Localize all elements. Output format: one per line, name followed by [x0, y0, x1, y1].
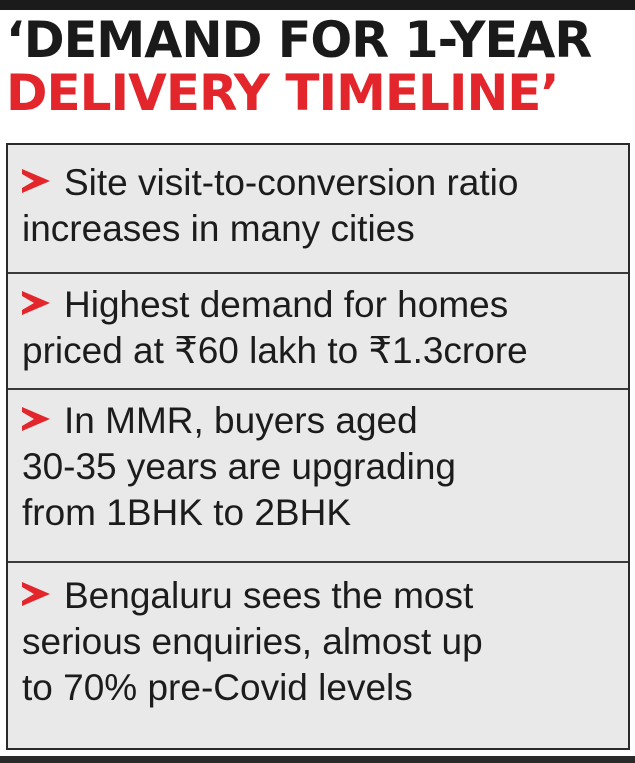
point-1-line-1: Site visit-to-conversion ratio	[22, 160, 628, 206]
point-4-line-2: serious enquiries, almost up	[22, 621, 483, 662]
point-1: Site visit-to-conversion ratio increases…	[8, 160, 628, 252]
headline-line-1: ‘DEMAND FOR 1-YEAR	[6, 11, 592, 69]
point-3-line-2: 30-35 years are upgrading	[22, 446, 457, 487]
point-4: Bengaluru sees the most serious enquirie…	[8, 573, 628, 711]
point-2-line-1: Highest demand for homes	[22, 282, 628, 328]
arrow-bullet-icon	[22, 169, 50, 194]
divider	[8, 561, 628, 563]
arrow-bullet-icon	[22, 291, 50, 316]
arrow-bullet-icon	[22, 582, 50, 607]
point-3-line-1: In MMR, buyers aged	[22, 398, 628, 444]
headline-line-2: DELIVERY TIMELINE’	[6, 64, 559, 122]
headline: ‘DEMAND FOR 1-YEAR DELIVERY TIMELINE’	[6, 14, 632, 120]
point-2: Highest demand for homes priced at ₹60 l…	[8, 282, 628, 374]
divider	[8, 388, 628, 390]
point-3: In MMR, buyers aged 30-35 years are upgr…	[8, 398, 628, 536]
arrow-bullet-icon	[22, 407, 50, 432]
divider	[8, 272, 628, 274]
point-1-line-2: increases in many cities	[22, 208, 415, 249]
point-4-line-3: to 70% pre-Covid levels	[22, 667, 413, 708]
point-4-line-1: Bengaluru sees the most	[22, 573, 628, 619]
point-2-line-2: priced at ₹60 lakh to ₹1.3crore	[22, 330, 528, 371]
top-rule	[0, 0, 635, 10]
point-3-line-3: from 1BHK to 2BHK	[22, 492, 352, 533]
points-box: Site visit-to-conversion ratio increases…	[6, 143, 630, 750]
bottom-rule	[0, 756, 635, 763]
